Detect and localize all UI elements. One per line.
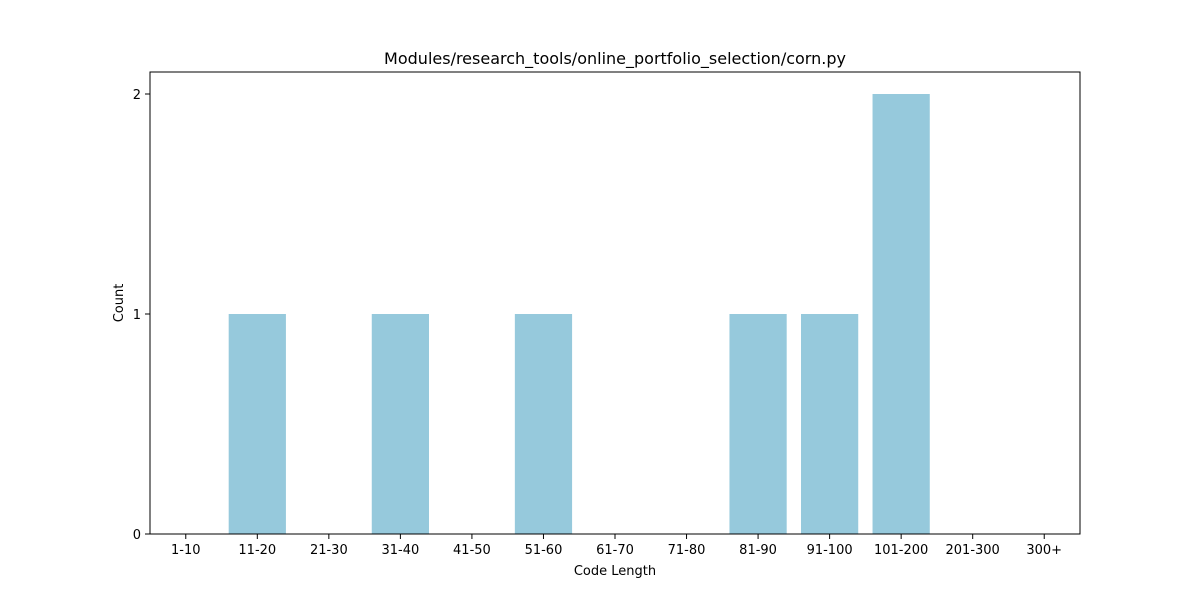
- y-axis-label: Count: [112, 284, 127, 323]
- y-tick-label: 0: [133, 528, 141, 543]
- bar-81-90: [729, 314, 787, 534]
- bar-91-100: [801, 314, 859, 534]
- x-tick-label: 31-40: [381, 543, 419, 558]
- x-tick-label: 61-70: [596, 543, 634, 558]
- y-tick-label: 1: [133, 308, 141, 323]
- x-tick-label: 41-50: [453, 543, 491, 558]
- plot-frame: [149, 71, 1081, 535]
- x-tick-label: 300+: [1026, 543, 1062, 558]
- x-tick-label: 51-60: [525, 543, 563, 558]
- bars-layer: [228, 94, 930, 534]
- bar-51-60: [514, 314, 573, 534]
- axes-layer: [149, 71, 1081, 535]
- x-tick-label: 91-100: [807, 543, 853, 558]
- x-tick-label: 81-90: [739, 543, 777, 558]
- x-tick-label: 71-80: [668, 543, 706, 558]
- chart-title: Modules/research_tools/online_portfolio_…: [384, 49, 846, 69]
- x-tick-label: 101-200: [874, 543, 928, 558]
- x-tick-label: 1-10: [171, 543, 201, 558]
- x-axis-ticks: 1-10 11-20 21-30 31-40 41-50 51-60 61-70 71-80 8…: [171, 534, 1062, 558]
- bar-31-40: [371, 314, 429, 534]
- bar-101-200: [872, 94, 930, 534]
- x-tick-label: 11-20: [238, 543, 276, 558]
- bar-11-20: [228, 314, 286, 534]
- y-tick-label: 2: [133, 88, 141, 103]
- x-tick-label: 201-300: [946, 543, 1000, 558]
- y-axis-ticks: 0 1 2: [133, 88, 150, 543]
- x-tick-label: 21-30: [310, 543, 348, 558]
- x-axis-label: Code Length: [574, 564, 656, 579]
